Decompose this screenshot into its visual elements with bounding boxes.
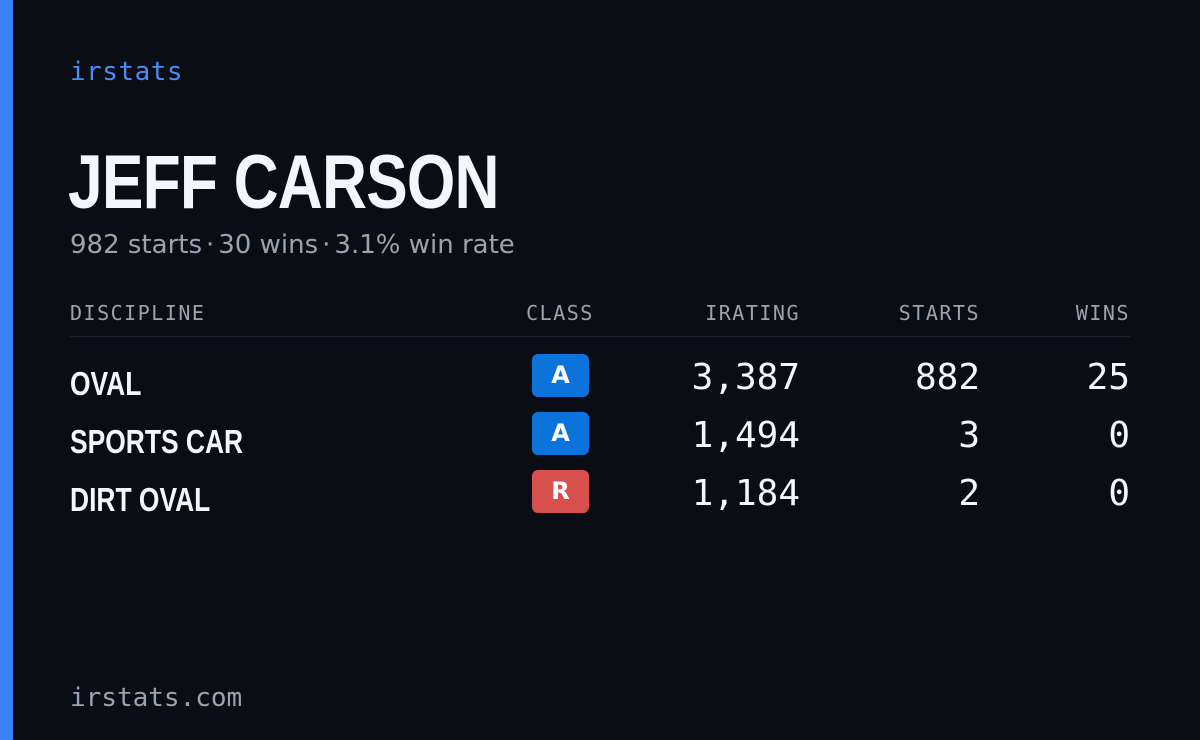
table-row: SPORTS CAR A 1,494 3 0 <box>70 408 1130 466</box>
irating-value: 3,387 <box>691 357 800 398</box>
table-row: OVAL A 3,387 882 25 <box>70 350 1130 408</box>
summary-wins: 30 wins <box>218 230 319 260</box>
wins-value: 0 <box>1108 473 1130 514</box>
table-row: DIRT OVAL R 1,184 2 0 <box>70 466 1130 524</box>
summary-separator: · <box>206 230 215 260</box>
discipline-name: OVAL <box>70 365 142 402</box>
wins-value: 25 <box>1086 357 1130 398</box>
starts-value: 882 <box>914 357 980 398</box>
wins-value: 0 <box>1108 415 1130 456</box>
driver-name: JEFF CARSON <box>68 140 500 225</box>
discipline-name: SPORTS CAR <box>70 423 244 460</box>
irating-value: 1,494 <box>691 415 800 456</box>
irating-value: 1,184 <box>691 473 800 514</box>
accent-bar <box>0 0 13 740</box>
starts-value: 2 <box>958 473 980 514</box>
discipline-name: DIRT OVAL <box>70 481 211 518</box>
header-irating: IRATING <box>705 301 800 325</box>
brand-logo-text: irstats <box>70 57 184 87</box>
footer-url: irstats.com <box>70 683 243 713</box>
starts-value: 3 <box>958 415 980 456</box>
header-discipline: DISCIPLINE <box>70 301 206 325</box>
header-starts: STARTS <box>898 301 980 325</box>
header-class: CLASS <box>526 301 594 325</box>
license-class-badge: R <box>532 470 589 513</box>
summary-separator: · <box>322 230 331 260</box>
stats-table-header: DISCIPLINE CLASS IRATING STARTS WINS <box>70 298 1130 337</box>
stats-table-body: OVAL A 3,387 882 25 SPORTS CAR A 1,494 3… <box>70 350 1130 524</box>
license-class-badge: A <box>532 354 589 397</box>
summary-win-rate: 3.1% win rate <box>334 230 515 260</box>
license-class-badge: A <box>532 412 589 455</box>
driver-summary: 982 starts · 30 wins · 3.1% win rate <box>70 228 515 262</box>
header-wins: WINS <box>1075 301 1130 325</box>
summary-starts: 982 starts <box>70 230 202 260</box>
